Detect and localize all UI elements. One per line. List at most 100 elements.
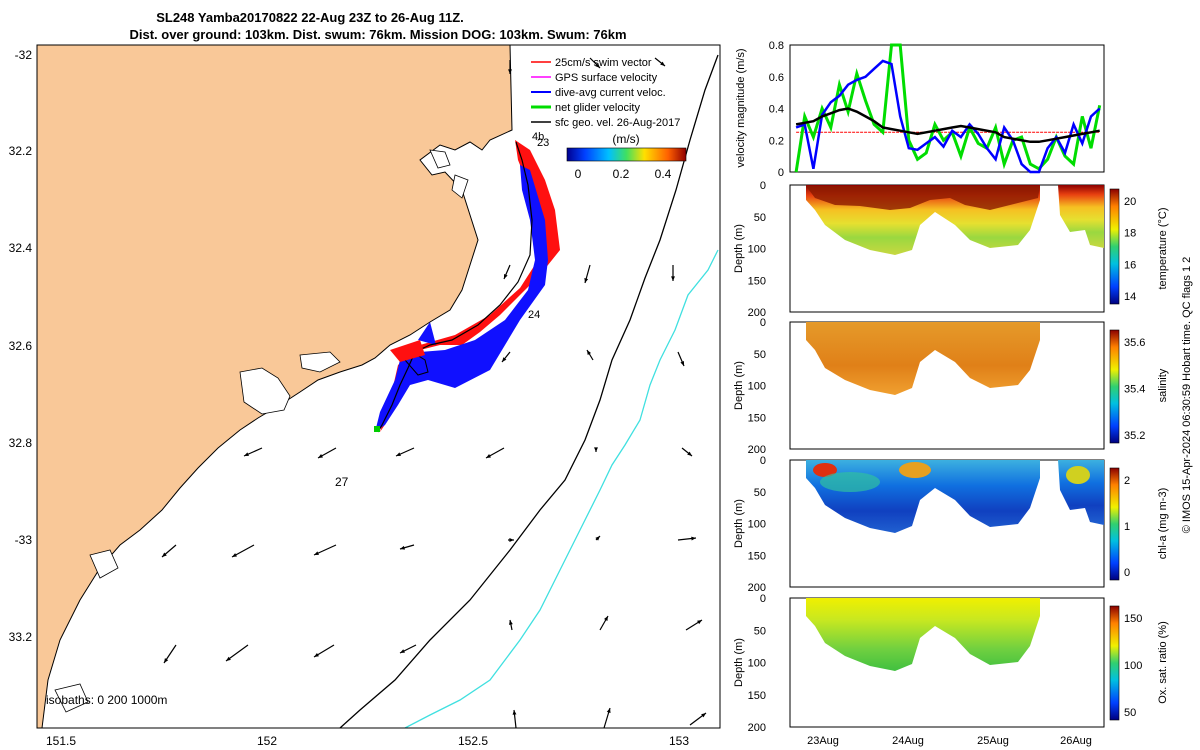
chl-maximum-patch — [899, 462, 931, 478]
geo-arrow-head — [314, 551, 319, 555]
depth-tick: 50 — [754, 487, 766, 499]
map-frame — [36, 44, 721, 729]
geo-arrow-head — [314, 652, 319, 657]
geo-arrow-head — [687, 451, 692, 456]
coastal-lake — [89, 549, 119, 579]
depth-tick: 50 — [754, 349, 766, 361]
lat-tick: 32.8 — [9, 436, 33, 450]
colorbar-tick: 14 — [1124, 291, 1136, 303]
depth-tick: 0 — [760, 317, 766, 329]
oxygen-section — [789, 597, 1105, 728]
time-tick: 24Aug — [892, 735, 924, 747]
salinity-section — [789, 321, 1105, 450]
map-legend: 25cm/s swim vector GPS surface velocity … — [531, 57, 680, 129]
time-tick: 25Aug — [977, 735, 1009, 747]
legend-label: 25cm/s swim vector — [555, 57, 652, 69]
depth-tick: 200 — [748, 582, 766, 594]
geo-arrow-head — [318, 454, 323, 458]
lat-tick: -33 — [15, 533, 33, 547]
geo-arrow-head — [486, 454, 491, 458]
colorbar-tick: 0.4 — [655, 167, 672, 181]
depth-ylabel: Depth (m) — [733, 361, 745, 410]
legend-label: sfc geo. vel. 26-Aug-2017 — [555, 117, 680, 129]
speed-colorbar — [566, 147, 687, 162]
temperature-field — [1058, 185, 1104, 248]
temperature-colorbar — [1109, 188, 1120, 305]
colorbar-tick: 1 — [1124, 521, 1130, 533]
depth-tick: 0 — [760, 180, 766, 192]
geo-arrow-head — [595, 63, 600, 68]
coastal-lake — [429, 149, 451, 169]
lat-tick: 33.2 — [9, 630, 33, 644]
colorbar-tick: 0 — [575, 167, 582, 181]
geo-velocity-arrows — [161, 57, 707, 728]
colorbar-tick: 150 — [1124, 613, 1142, 625]
chl-maximum-patch — [813, 463, 837, 477]
geo-arrow-head — [244, 452, 249, 456]
velocity-panel: velocity magnitude (m/s) 0 0.2 0.4 0.6 0.8 — [735, 40, 1105, 179]
lon-tick: 152.5 — [458, 734, 488, 748]
geo-arrow-head — [606, 708, 611, 713]
glider-track — [377, 141, 533, 433]
map-panel: -32 32.2 32.4 32.6 32.8 -33 33.2 151.5 1… — [9, 44, 721, 748]
current-vector-band-west — [418, 322, 436, 345]
colorbar-label: Ox. sat. ratio (%) — [1157, 621, 1169, 704]
coastal-lake — [54, 683, 89, 713]
depth-tick: 150 — [748, 412, 766, 424]
depth-tick: 150 — [748, 690, 766, 702]
velocity-plot-frame — [789, 44, 1105, 173]
figure-title-line2: Dist. over ground: 103km. Dist. swum: 76… — [129, 27, 626, 42]
velocity-ytick: 0.6 — [769, 72, 784, 84]
time-tick: 26Aug — [1060, 735, 1092, 747]
legend-label: GPS surface velocity — [555, 72, 658, 84]
day-label: 4b — [532, 131, 544, 143]
lat-tick: 32.4 — [9, 241, 33, 255]
colorbar-tick: 50 — [1124, 707, 1136, 719]
geo-arrow-head — [671, 276, 675, 281]
geo-arrow-head — [595, 536, 600, 541]
depth-tick: 100 — [748, 244, 766, 256]
colorbar-tick: 100 — [1124, 660, 1142, 672]
geo-arrow-head — [396, 452, 401, 456]
figure-title-line1: SL248 Yamba20170822 22-Aug 23Z to 26-Aug… — [156, 10, 464, 25]
colorbar-label: chl-a (mg m-3) — [1157, 488, 1169, 560]
isobath-200m — [339, 54, 719, 728]
geo-arrow-head — [502, 357, 507, 362]
colorbar-tick: 35.2 — [1124, 430, 1145, 442]
velocity-series-line — [795, 107, 1100, 144]
time-tick: 23Aug — [807, 735, 839, 747]
geo-arrow-head — [594, 447, 598, 452]
legend-label: dive-avg current veloc. — [555, 87, 666, 99]
depth-tick: 0 — [760, 593, 766, 605]
legend-label: net glider velocity — [555, 102, 640, 114]
velocity-ytick: 0.8 — [769, 40, 784, 52]
swim-vector-cluster — [390, 340, 425, 362]
depth-tick: 50 — [754, 212, 766, 224]
temperature-warm-core — [806, 186, 1040, 210]
depth-tick: 200 — [748, 444, 766, 456]
temperature-section — [789, 184, 1105, 313]
geo-arrow-head — [604, 616, 608, 621]
geo-arrow-head — [509, 538, 514, 542]
swim-vector-band — [380, 140, 560, 432]
depth-tick: 0 — [760, 455, 766, 467]
chl-section — [789, 459, 1105, 588]
colorbar-tick: 20 — [1124, 196, 1136, 208]
geo-arrow-head — [504, 274, 508, 279]
salinity-colorbar — [1109, 329, 1120, 444]
lat-tick: 32.6 — [9, 339, 33, 353]
colorbar-label: (m/s) — [612, 132, 639, 146]
geo-arrow-head — [584, 278, 589, 283]
lon-tick: 152 — [257, 734, 277, 748]
chl-colorbar — [1109, 467, 1120, 581]
oxygen-colorbar — [1109, 605, 1120, 721]
velocity-ytick: 0 — [778, 167, 784, 179]
geo-arrow-head — [508, 620, 513, 625]
velocity-lines — [794, 43, 1102, 174]
velocity-ytick: 0.2 — [769, 135, 784, 147]
lon-tick: 151.5 — [46, 734, 76, 748]
chl-maximum-patch — [1066, 466, 1090, 484]
lat-tick: 32.2 — [9, 144, 33, 158]
